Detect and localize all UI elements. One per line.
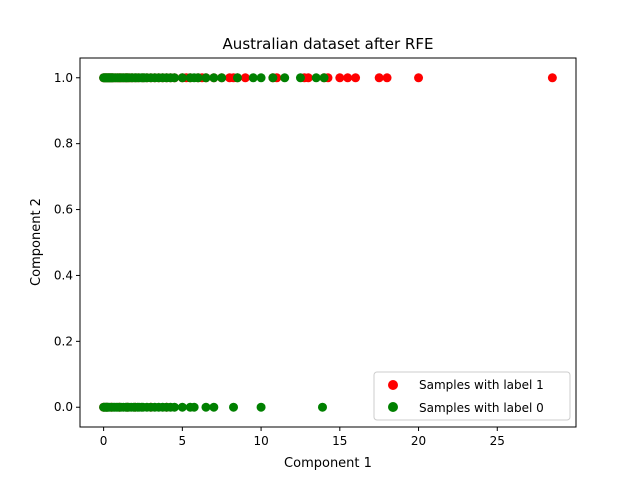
point-series-0-38 — [240, 73, 250, 83]
point-series-1-42 — [193, 73, 203, 83]
plot-frame — [79, 57, 577, 428]
point-series-1-46 — [232, 73, 242, 83]
point-series-1-50 — [280, 73, 290, 83]
point-series-1-48 — [256, 73, 266, 83]
x-tick-label: 0 — [100, 434, 108, 448]
x-tick-label: 25 — [490, 434, 505, 448]
point-series-1-91 — [201, 402, 211, 412]
x-tick-label: 10 — [253, 434, 268, 448]
y-tick-label: 0.0 — [54, 400, 73, 414]
x-tick-label: 20 — [411, 434, 426, 448]
point-series-1-88 — [177, 402, 187, 412]
point-series-1-45 — [217, 73, 227, 83]
point-series-1-38 — [169, 73, 179, 83]
legend-label-1: Samples with label 1 — [419, 378, 544, 392]
point-series-0-51 — [547, 73, 557, 83]
point-series-0-47 — [351, 73, 361, 83]
point-series-1-44 — [209, 73, 219, 83]
legend-marker-label-1 — [388, 380, 398, 390]
y-axis-label: Component 2 — [29, 198, 44, 286]
point-series-1-93 — [229, 402, 239, 412]
chart-title: Australian dataset after RFE — [223, 35, 434, 53]
x-tick-label: 5 — [179, 434, 187, 448]
point-series-1-95 — [317, 402, 327, 412]
point-series-1-43 — [201, 73, 211, 83]
y-tick-label: 0.8 — [54, 137, 73, 151]
y-axis-ticks: 0.0 0.2 0.4 0.6 0.8 1.0 — [54, 71, 80, 414]
point-series-0-46 — [343, 73, 353, 83]
point-series-1-94 — [256, 402, 266, 412]
point-series-1-92 — [209, 402, 219, 412]
legend-box — [373, 371, 571, 421]
x-axis-label: Component 1 — [284, 456, 372, 471]
point-series-1-47 — [248, 73, 258, 83]
point-series-1-87 — [169, 402, 179, 412]
points-layer — [99, 73, 557, 412]
y-tick-label: 0.2 — [54, 334, 73, 348]
x-tick-label: 15 — [332, 434, 347, 448]
point-series-1-53 — [319, 73, 329, 83]
point-series-1-39 — [177, 73, 187, 83]
point-series-0-42 — [303, 73, 313, 83]
point-series-0-45 — [335, 73, 345, 83]
point-series-1-49 — [268, 73, 278, 83]
y-tick-label: 0.4 — [54, 268, 73, 282]
legend-label-0: Samples with label 0 — [419, 401, 544, 415]
point-series-1-51 — [295, 73, 305, 83]
y-tick-label: 0.6 — [54, 203, 73, 217]
x-axis-ticks: 0 5 10 15 20 25 — [100, 427, 505, 448]
point-series-1-52 — [311, 73, 321, 83]
y-tick-label: 1.0 — [54, 71, 73, 85]
point-series-0-49 — [382, 73, 392, 83]
point-series-0-50 — [414, 73, 424, 83]
legend: Samples with label 1 Samples with label … — [373, 371, 571, 421]
legend-marker-label-0 — [388, 402, 398, 412]
point-series-0-48 — [374, 73, 384, 83]
point-series-1-90 — [189, 402, 199, 412]
